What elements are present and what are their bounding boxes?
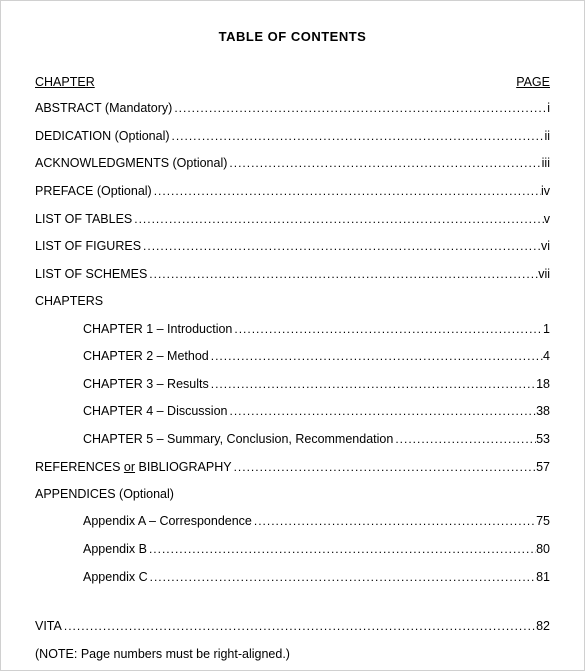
toc-row: PREFACE (Optional)......................… — [35, 183, 550, 200]
toc-dots: ........................................… — [232, 460, 537, 476]
toc-page: 1 — [543, 321, 550, 337]
toc-row: Appendix C..............................… — [35, 569, 550, 586]
toc-note: (NOTE: Page numbers must be right-aligne… — [35, 646, 550, 662]
toc-title: TABLE OF CONTENTS — [35, 29, 550, 46]
toc-dots: ........................................… — [209, 377, 536, 393]
toc-dots: ........................................… — [132, 212, 543, 228]
toc-dots: ........................................… — [227, 156, 541, 172]
toc-label: Appendix B — [83, 541, 147, 557]
toc-row: CHAPTER 5 – Summary, Conclusion, Recomme… — [35, 431, 550, 448]
toc-row: Appendix A – Correspondence.............… — [35, 513, 550, 530]
toc-row: CHAPTER 1 – Introduction................… — [35, 321, 550, 338]
toc-row: ABSTRACT (Mandatory)....................… — [35, 100, 550, 117]
toc-dots: ........................................… — [393, 432, 536, 448]
spacer — [35, 596, 550, 618]
header-chapter: CHAPTER — [35, 74, 95, 90]
toc-section-heading: CHAPTERS — [35, 293, 550, 309]
toc-dots: ........................................… — [148, 570, 536, 586]
toc-label: CHAPTER 4 – Discussion — [83, 403, 228, 419]
toc-dots: ........................................… — [170, 129, 545, 145]
toc-label: LIST OF TABLES — [35, 211, 132, 227]
toc-label: LIST OF FIGURES — [35, 238, 141, 254]
toc-page: i — [547, 100, 550, 116]
toc-page: 80 — [536, 541, 550, 557]
toc-page: 38 — [536, 403, 550, 419]
toc-row: LIST OF SCHEMES.........................… — [35, 266, 550, 283]
toc-label: CHAPTER 5 – Summary, Conclusion, Recomme… — [83, 431, 393, 447]
vita-row: VITA ...................................… — [35, 618, 550, 635]
toc-label: Appendix A – Correspondence — [83, 513, 252, 529]
vita-page: 82 — [536, 618, 550, 634]
toc-row: REFERENCES or BIBLIOGRAPHY..............… — [35, 459, 550, 476]
toc-row: Appendix B..............................… — [35, 541, 550, 558]
vita-label: VITA — [35, 618, 62, 634]
toc-label: CHAPTER 1 – Introduction — [83, 321, 232, 337]
toc-row: CHAPTER 3 – Results.....................… — [35, 376, 550, 393]
toc-label: LIST OF SCHEMES — [35, 266, 147, 282]
toc-row: LIST OF FIGURES.........................… — [35, 238, 550, 255]
toc-label: PREFACE (Optional) — [35, 183, 152, 199]
toc-page: iv — [541, 183, 550, 199]
toc-label: CHAPTER 2 – Method — [83, 348, 209, 364]
toc-page: 57 — [536, 459, 550, 475]
toc-page: ii — [544, 128, 550, 144]
toc-dots: ........................................… — [147, 267, 538, 283]
vita-dots: ........................................… — [62, 619, 536, 635]
toc-label: REFERENCES or BIBLIOGRAPHY — [35, 459, 232, 475]
toc-body: ABSTRACT (Mandatory)....................… — [35, 100, 550, 585]
toc-page: iii — [542, 155, 550, 171]
toc-page: 4 — [543, 348, 550, 364]
toc-page: 18 — [536, 376, 550, 392]
toc-row: CHAPTER 2 – Method......................… — [35, 348, 550, 365]
toc-dots: ........................................… — [172, 101, 547, 117]
toc-row: LIST OF TABLES..........................… — [35, 211, 550, 228]
toc-label: CHAPTER 3 – Results — [83, 376, 209, 392]
toc-row: CHAPTER 4 – Discussion..................… — [35, 403, 550, 420]
toc-page: vii — [538, 266, 550, 282]
toc-label: ABSTRACT (Mandatory) — [35, 100, 172, 116]
toc-dots: ........................................… — [232, 322, 543, 338]
toc-label: DEDICATION (Optional) — [35, 128, 170, 144]
toc-page: 81 — [536, 569, 550, 585]
toc-label: Appendix C — [83, 569, 148, 585]
header-page: PAGE — [516, 74, 550, 90]
toc-row: DEDICATION (Optional)...................… — [35, 128, 550, 145]
toc-row: ACKNOWLEDGMENTS (Optional)..............… — [35, 155, 550, 172]
toc-dots: ........................................… — [147, 542, 536, 558]
toc-dots: ........................................… — [209, 349, 543, 365]
toc-label: ACKNOWLEDGMENTS (Optional) — [35, 155, 227, 171]
toc-page: 53 — [536, 431, 550, 447]
toc-dots: ........................................… — [141, 239, 541, 255]
toc-section-heading: APPENDICES (Optional) — [35, 486, 550, 502]
toc-dots: ........................................… — [152, 184, 541, 200]
toc-page: vi — [541, 238, 550, 254]
toc-page: 75 — [536, 513, 550, 529]
toc-headers: CHAPTER PAGE — [35, 74, 550, 90]
toc-dots: ........................................… — [252, 514, 536, 530]
toc-dots: ........................................… — [228, 404, 537, 420]
toc-page: v — [544, 211, 550, 227]
